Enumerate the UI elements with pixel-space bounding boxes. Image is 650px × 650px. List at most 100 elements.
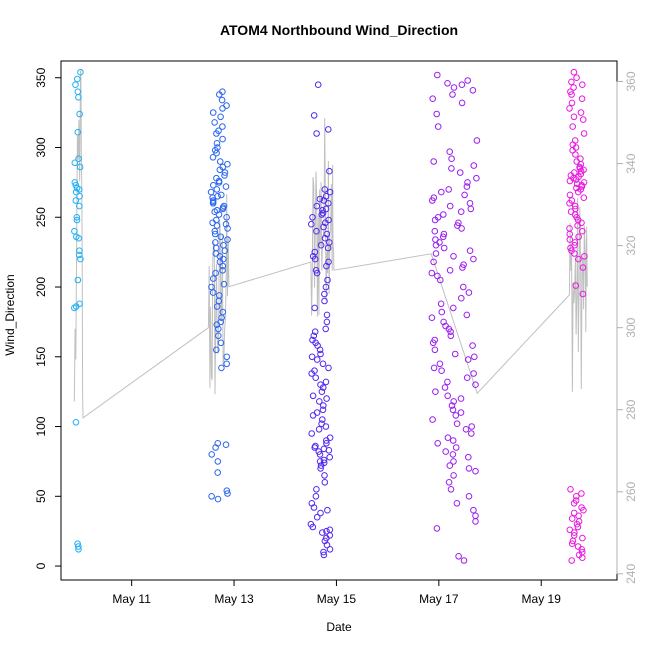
data-point	[446, 202, 454, 210]
data-point	[568, 515, 576, 522]
y-axis-label: Wind_Direction	[3, 274, 17, 355]
data-point	[450, 84, 458, 91]
data-point	[211, 230, 219, 238]
data-point	[468, 430, 475, 437]
data-point	[326, 167, 333, 175]
data-point	[323, 311, 331, 319]
data-point	[219, 262, 227, 270]
data-point	[313, 269, 321, 277]
data-point	[309, 412, 317, 419]
data-point	[447, 332, 455, 340]
y2-tick-label: 240	[624, 564, 638, 584]
secondary-series-line	[73, 69, 588, 419]
data-point	[309, 523, 317, 531]
data-point	[309, 214, 316, 221]
data-point	[319, 207, 326, 214]
y2-tick-label: 360	[624, 71, 638, 91]
data-point	[311, 248, 319, 256]
data-point	[434, 123, 442, 130]
data-point	[462, 426, 470, 433]
data-point	[577, 109, 585, 116]
y2-tick-label: 320	[624, 235, 638, 255]
data-point	[323, 262, 330, 270]
data-point	[465, 453, 472, 461]
data-point	[566, 200, 573, 207]
data-point	[466, 247, 474, 254]
data-point	[566, 177, 574, 185]
data-point	[568, 91, 575, 98]
data-point	[311, 328, 319, 336]
data-point	[470, 162, 478, 169]
data-point	[458, 99, 466, 107]
data-point	[310, 332, 318, 340]
data-point	[432, 236, 439, 243]
data-point	[317, 350, 324, 358]
data-point	[570, 500, 578, 507]
data-point	[323, 527, 330, 535]
x-tick-label: May 11	[112, 592, 151, 606]
data-point	[71, 179, 79, 186]
data-point	[465, 289, 473, 296]
data-point	[438, 308, 446, 316]
data-point	[312, 267, 320, 274]
data-point	[439, 233, 447, 241]
data-point	[71, 159, 79, 167]
data-point	[460, 283, 467, 291]
data-point	[468, 423, 476, 430]
data-point	[473, 137, 481, 144]
data-point	[208, 493, 215, 500]
data-point	[569, 123, 577, 130]
data-point	[216, 158, 224, 165]
data-point	[470, 255, 477, 263]
data-point	[464, 356, 472, 363]
data-point	[572, 151, 579, 158]
data-point	[211, 119, 218, 126]
data-point	[472, 381, 479, 389]
data-point	[446, 148, 454, 155]
data-point	[326, 434, 334, 442]
data-point	[72, 188, 80, 196]
data-point	[310, 504, 318, 511]
data-point	[326, 453, 334, 461]
data-point	[72, 303, 80, 310]
data-point	[438, 188, 445, 196]
data-point	[451, 350, 459, 358]
data-point	[324, 506, 331, 514]
data-point	[319, 529, 326, 536]
data-point	[76, 247, 83, 254]
data-point	[428, 314, 436, 322]
data-point	[573, 74, 580, 81]
data-point	[213, 186, 221, 193]
scatter-point-layer	[71, 68, 588, 564]
data-point	[448, 165, 455, 172]
data-point	[430, 158, 438, 165]
data-point	[325, 200, 332, 207]
data-point	[572, 282, 580, 289]
data-point	[209, 289, 217, 296]
data-point	[458, 294, 465, 302]
data-point	[224, 236, 231, 243]
data-point	[571, 202, 579, 210]
data-point	[224, 160, 231, 168]
data-point	[573, 180, 581, 188]
data-point	[76, 193, 83, 200]
data-point	[77, 255, 84, 263]
data-point	[446, 267, 454, 274]
data-point	[458, 81, 466, 88]
data-point	[319, 209, 327, 217]
data-point	[579, 534, 586, 542]
data-point	[453, 500, 461, 507]
data-point	[213, 303, 221, 310]
data-point	[472, 467, 479, 475]
data-point	[322, 325, 330, 333]
data-point	[325, 447, 333, 454]
data-point	[440, 230, 448, 238]
data-point	[76, 202, 83, 210]
data-point	[322, 423, 330, 430]
data-point	[322, 219, 329, 227]
data-point	[571, 239, 579, 246]
data-point	[218, 314, 225, 322]
point-cluster	[307, 81, 334, 559]
data-point	[433, 525, 441, 532]
data-point	[219, 105, 226, 112]
